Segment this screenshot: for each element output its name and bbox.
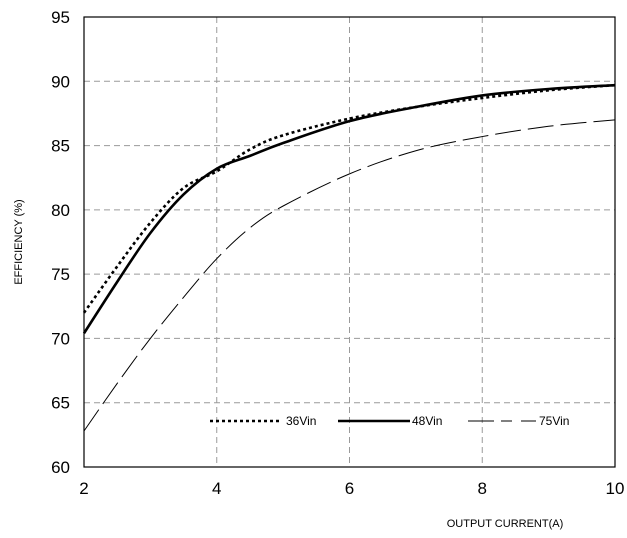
x-tick-label: 6 — [345, 479, 354, 498]
y-tick-label: 65 — [51, 394, 70, 413]
x-axis-title: OUTPUT CURRENT(A) — [447, 518, 564, 530]
series-line-48vin — [82, 83, 616, 334]
series-line-75vin — [83, 119, 616, 432]
series-lines — [82, 83, 616, 432]
legend-label-48vin: 48Vin — [412, 414, 442, 428]
series-line-36vin — [82, 83, 616, 314]
y-tick-label: 85 — [51, 137, 70, 156]
x-tick-label: 10 — [606, 479, 625, 498]
y-tick-label: 80 — [51, 201, 70, 220]
x-tick-label: 8 — [478, 479, 487, 498]
y-tick-label: 70 — [51, 329, 70, 348]
x-tick-label: 4 — [212, 479, 221, 498]
y-tick-label: 90 — [51, 72, 70, 91]
legend: 36Vin 48Vin 75Vin — [210, 414, 569, 428]
legend-label-75vin: 75Vin — [539, 414, 569, 428]
plot-area-frame — [83, 16, 616, 468]
grid-lines — [84, 17, 615, 467]
y-tick-label: 95 — [51, 8, 70, 27]
y-tick-label: 75 — [51, 265, 70, 284]
x-tick-label: 2 — [79, 479, 88, 498]
y-tick-label: 60 — [51, 458, 70, 477]
tick-labels: 60 65 70 75 80 85 90 95 2 4 6 8 10 — [51, 8, 624, 498]
y-axis-title: EFFICIENCY (%) — [13, 199, 25, 284]
legend-label-36vin: 36Vin — [286, 414, 316, 428]
